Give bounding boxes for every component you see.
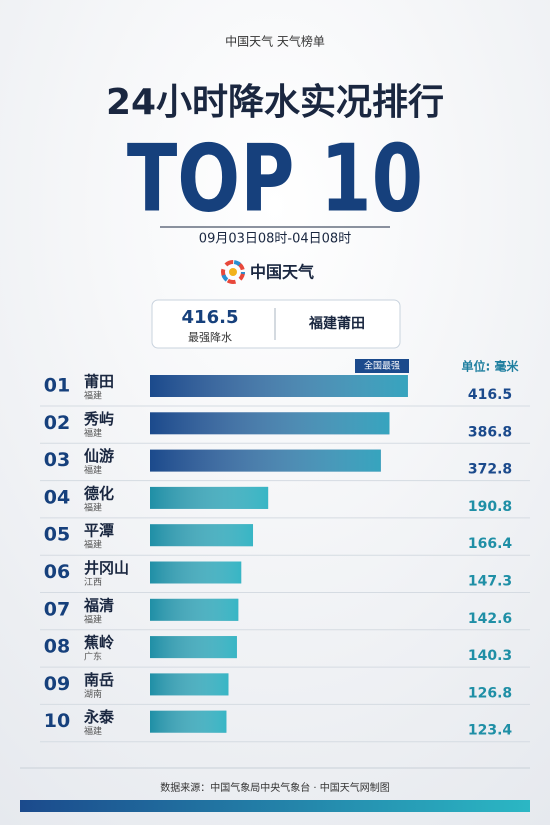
- category-label: 仙游: [84, 447, 114, 465]
- footer-source: 数据来源：中国气象局中央气象台 · 中国天气网制图: [160, 781, 390, 794]
- brand-line: 中国天气 天气榜单: [225, 34, 325, 49]
- category-label: 莆田: [84, 373, 114, 391]
- bar-sheen: [150, 375, 408, 397]
- logo-text: 中国天气: [250, 263, 314, 282]
- rank: 04: [44, 486, 70, 508]
- category-label: 南岳: [84, 671, 114, 689]
- value-label: 372.8: [468, 462, 512, 478]
- value-label: 166.4: [468, 536, 513, 552]
- province-label: 湖南: [84, 688, 102, 700]
- category-label: 德化: [84, 484, 114, 502]
- province-label: 江西: [84, 577, 102, 588]
- bar-sheen: [150, 524, 254, 547]
- highlight-box: [151, 299, 401, 349]
- value-label: 126.8: [468, 685, 512, 701]
- value-label: 123.4: [468, 723, 513, 739]
- category-label: 永泰: [83, 708, 115, 726]
- badge-bg: [355, 359, 409, 373]
- category-label: 福清: [83, 596, 114, 614]
- province-label: 福建: [84, 501, 102, 513]
- footer-bar: [20, 800, 530, 812]
- category-label: 平潭: [84, 522, 114, 540]
- category-label: 秀屿: [83, 410, 114, 428]
- highlight-label: 最强降水: [188, 330, 232, 344]
- rank: 10: [44, 710, 70, 732]
- title: 24小时降水实况排行: [106, 82, 444, 123]
- bar-sheen: [150, 673, 229, 696]
- province-label: 福建: [84, 539, 102, 551]
- category-label: 井冈山: [84, 559, 129, 577]
- bar-sheen: [150, 598, 239, 621]
- rank: 06: [44, 561, 70, 583]
- unit: 单位: 毫米: [462, 359, 520, 374]
- rank: 08: [44, 636, 70, 658]
- rank: 01: [44, 375, 70, 397]
- rank: 07: [44, 598, 70, 620]
- rank: 05: [44, 524, 70, 546]
- value-label: 386.8: [468, 424, 512, 440]
- category-label: 蕉岭: [84, 634, 114, 652]
- value-label: 140.3: [468, 648, 512, 664]
- bar-sheen: [150, 412, 390, 435]
- highlight-place: 福建莆田: [308, 315, 365, 332]
- badge: 全国最强: [364, 360, 400, 372]
- top-heading: TOP 10: [127, 124, 423, 232]
- highlight-value: 416.5: [182, 307, 239, 328]
- rank: 09: [44, 673, 70, 695]
- province-label: 福建: [84, 390, 102, 402]
- bar-sheen: [150, 636, 237, 659]
- province-label: 福建: [84, 464, 102, 476]
- rank: 03: [44, 449, 70, 471]
- value-label: 147.3: [468, 574, 512, 590]
- bar-sheen: [150, 486, 269, 509]
- period: 09月03日08时-04日08时: [199, 232, 351, 247]
- province-label: 福建: [84, 725, 102, 737]
- value-label: 416.5: [468, 387, 512, 403]
- value-label: 190.8: [468, 499, 512, 515]
- province-label: 广东: [84, 651, 102, 663]
- rank: 02: [44, 412, 70, 434]
- province-label: 福建: [84, 613, 102, 625]
- bar-sheen: [150, 449, 381, 472]
- value-label: 142.6: [468, 611, 512, 627]
- bar-sheen: [150, 561, 242, 584]
- province-label: 福建: [84, 427, 102, 439]
- bar-sheen: [150, 710, 227, 733]
- logo-icon: [221, 260, 245, 284]
